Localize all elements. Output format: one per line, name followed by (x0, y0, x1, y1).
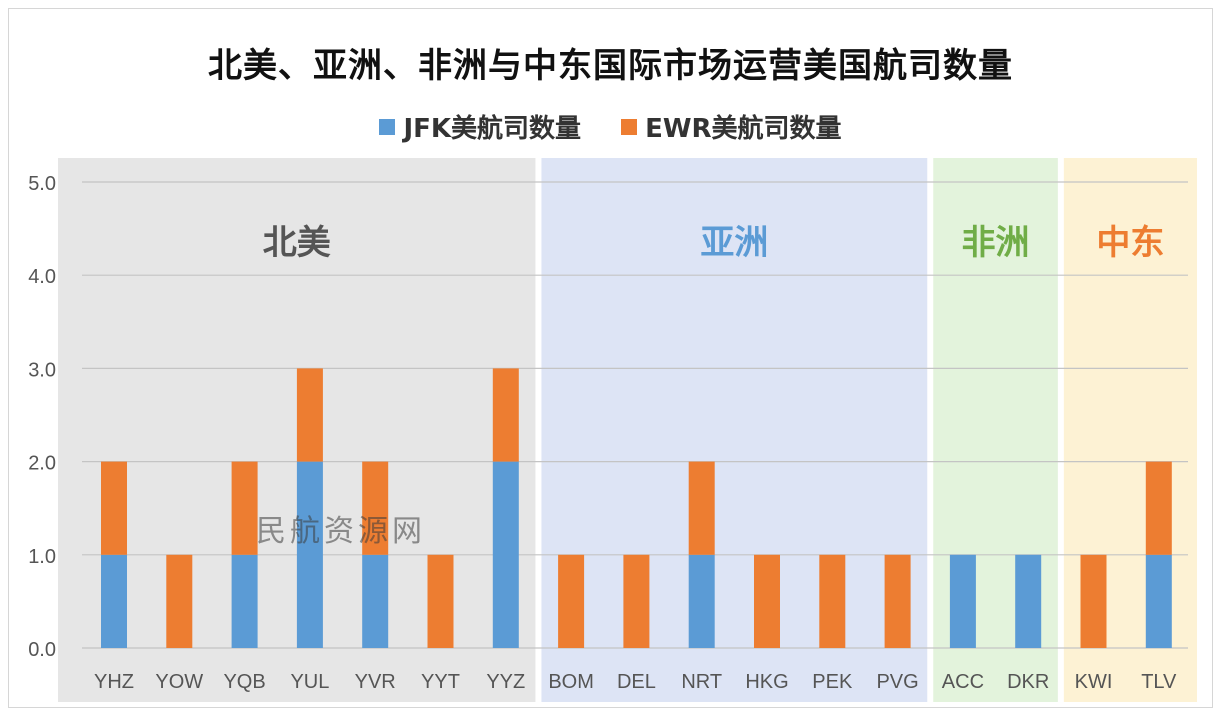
x-tick-label: KWI (1075, 671, 1113, 693)
region-background-0 (58, 158, 536, 702)
x-tick-label: DKR (1007, 671, 1049, 693)
bar-HKG-ewr (754, 554, 780, 648)
bar-YUL-ewr (296, 368, 323, 462)
bar-YYT-ewr (427, 554, 454, 648)
bar-YHZ-ewr (101, 461, 127, 555)
y-tick-label: 3.0 (28, 359, 56, 381)
bar-YQB-jfk (231, 554, 258, 648)
bar-YVR-jfk (362, 554, 389, 648)
region-label-3: 中东 (1096, 223, 1164, 263)
bar-NRT-jfk (688, 554, 715, 648)
x-tick-label: YVR (355, 671, 396, 693)
legend-swatch-ewr (621, 118, 638, 135)
bar-PVG-ewr (884, 554, 911, 648)
x-tick-label: YUL (290, 671, 329, 693)
bar-YVR-ewr (362, 461, 389, 555)
region-background-1 (541, 158, 928, 702)
x-tick-label: YYZ (486, 671, 525, 693)
x-tick-label: TLV (1141, 671, 1177, 693)
bar-TLV-jfk (1145, 554, 1172, 648)
bar-YOW-ewr (166, 554, 193, 648)
region-label-1: 亚洲 (700, 223, 768, 263)
x-tick-label: YOW (155, 671, 203, 693)
x-tick-label: DEL (617, 671, 656, 693)
bar-YQB-ewr (231, 461, 258, 555)
watermark-text: 民航资源网 (256, 514, 426, 549)
x-tick-label: PEK (812, 671, 853, 693)
x-tick-label: YYT (421, 671, 460, 693)
x-tick-label: BOM (548, 671, 594, 693)
bar-ACC-jfk (949, 554, 976, 648)
legend-swatch-jfk (379, 118, 396, 135)
bar-YHZ-jfk (101, 554, 127, 648)
chart-legend: JFK美航司数量 EWR美航司数量 (0, 108, 1221, 145)
y-tick-label: 5.0 (28, 173, 56, 195)
bar-YYZ-ewr (492, 368, 519, 462)
legend-label-ewr: EWR美航司数量 (645, 114, 842, 144)
bar-YYZ-jfk (492, 461, 519, 648)
region-label-2: 非洲 (962, 223, 1030, 263)
legend-item-jfk: JFK美航司数量 (379, 108, 581, 145)
x-tick-label: ACC (942, 671, 984, 693)
bar-KWI-ewr (1080, 554, 1107, 648)
x-tick-label: YHZ (94, 671, 134, 693)
y-tick-label: 0.0 (28, 639, 56, 661)
bar-DKR-jfk (1015, 554, 1042, 648)
bar-DEL-ewr (623, 554, 650, 648)
x-tick-label: HKG (745, 671, 788, 693)
y-tick-label: 4.0 (28, 266, 56, 288)
bar-PEK-ewr (819, 554, 846, 648)
legend-item-ewr: EWR美航司数量 (621, 108, 842, 145)
y-tick-label: 2.0 (28, 453, 56, 475)
bar-YUL-jfk (296, 461, 323, 648)
x-tick-label: NRT (681, 671, 722, 693)
region-label-0: 北美 (263, 223, 331, 263)
y-tick-label: 1.0 (28, 546, 56, 568)
chart-title: 北美、亚洲、非洲与中东国际市场运营美国航司数量 (208, 46, 1013, 86)
x-tick-label: PVG (876, 671, 918, 693)
legend-label-jfk: JFK美航司数量 (403, 114, 582, 144)
x-tick-label: YQB (223, 671, 265, 693)
bar-TLV-ewr (1145, 461, 1172, 555)
bar-BOM-ewr (558, 554, 585, 648)
bar-NRT-ewr (688, 461, 715, 555)
